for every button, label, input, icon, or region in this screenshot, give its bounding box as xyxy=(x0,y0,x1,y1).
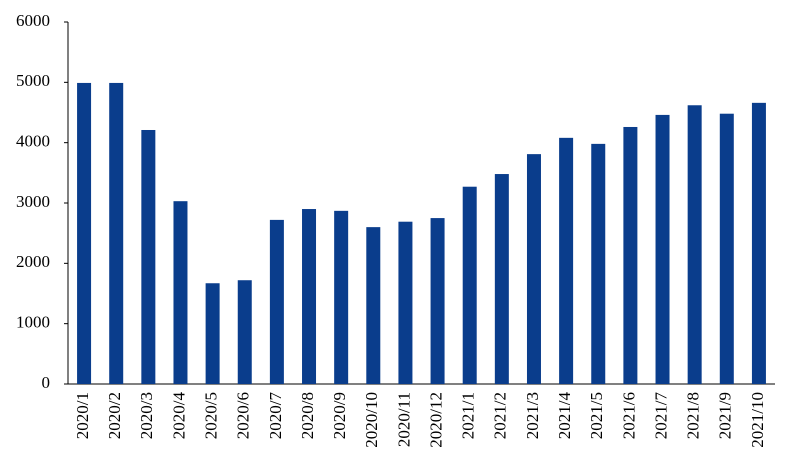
bar xyxy=(269,219,284,384)
bar xyxy=(526,154,541,384)
x-tick-label: 2021/3 xyxy=(523,392,542,439)
y-tick-label: 4000 xyxy=(16,132,50,151)
bar xyxy=(591,143,606,384)
x-tick-label: 2020/5 xyxy=(202,392,221,439)
x-tick-label: 2021/1 xyxy=(459,392,478,439)
bar xyxy=(141,129,156,384)
bar xyxy=(719,113,734,384)
x-tick-label: 2021/7 xyxy=(651,392,670,440)
x-tick-label: 2020/10 xyxy=(362,392,381,448)
bar xyxy=(205,283,220,384)
x-tick-label: 2020/9 xyxy=(330,392,349,439)
x-tick-label: 2021/4 xyxy=(555,392,574,440)
x-tick-label: 2021/10 xyxy=(748,392,767,448)
x-tick-label: 2020/4 xyxy=(169,392,188,440)
x-tick-label: 2021/8 xyxy=(684,392,703,439)
bar xyxy=(334,210,349,384)
bar xyxy=(751,102,766,384)
x-tick-label: 2020/6 xyxy=(234,392,253,439)
x-tick-label: 2021/2 xyxy=(491,392,510,439)
bar xyxy=(559,137,574,384)
bar xyxy=(687,105,702,384)
y-tick-label: 1000 xyxy=(16,313,50,332)
x-tick-label: 2021/6 xyxy=(619,392,638,439)
y-tick-label: 2000 xyxy=(16,252,50,271)
bar xyxy=(109,82,124,384)
bar xyxy=(623,126,638,384)
x-tick-label: 2020/2 xyxy=(105,392,124,439)
y-tick-label: 6000 xyxy=(16,11,50,30)
bar xyxy=(655,114,670,384)
x-tick-label: 2020/11 xyxy=(394,392,413,447)
bar xyxy=(302,209,317,384)
bar xyxy=(430,218,445,384)
bar xyxy=(366,227,381,384)
x-tick-label: 2020/1 xyxy=(73,392,92,439)
x-tick-label: 2020/7 xyxy=(266,392,285,440)
bar xyxy=(77,82,92,384)
x-tick-label: 2021/5 xyxy=(587,392,606,439)
y-tick-label: 3000 xyxy=(16,192,50,211)
bar xyxy=(237,280,252,384)
x-tick-label: 2020/12 xyxy=(426,392,445,448)
y-tick-label: 0 xyxy=(42,373,51,392)
bar xyxy=(494,174,509,384)
x-tick-label: 2021/9 xyxy=(716,392,735,439)
x-tick-label: 2020/8 xyxy=(298,392,317,439)
x-tick-label: 2020/3 xyxy=(137,392,156,439)
bar xyxy=(173,201,188,384)
y-tick-label: 5000 xyxy=(16,71,50,90)
bar xyxy=(398,221,413,384)
bar xyxy=(462,186,477,384)
